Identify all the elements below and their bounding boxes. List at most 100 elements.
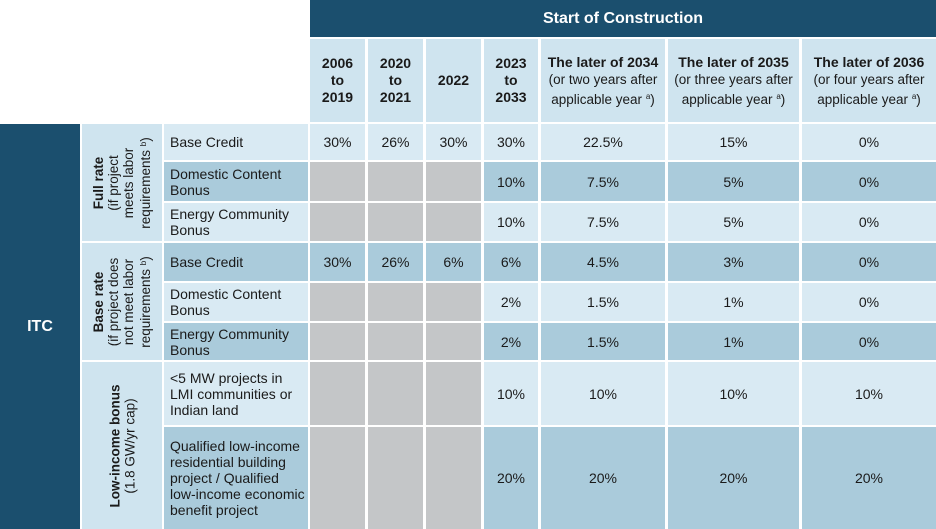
- table-cell-empty: [310, 283, 365, 321]
- column-header-later-2035: The later of 2035 (or three years after …: [668, 39, 799, 122]
- table-cell: 26%: [368, 124, 423, 160]
- table-cell: 10%: [668, 362, 799, 425]
- table-cell: 0%: [802, 323, 936, 360]
- group-label: Full rate (if project meets labor requir…: [91, 137, 153, 229]
- table-cell: 20%: [484, 427, 538, 529]
- row-label-text: Energy Community Bonus: [170, 206, 290, 238]
- group-sub: (1.8 GW/yr cap): [122, 397, 137, 494]
- group-title: Low-income bonus: [107, 384, 122, 507]
- footnote-marker: b: [139, 141, 149, 146]
- table-cell: 30%: [310, 243, 365, 281]
- col-title: The later of 2034: [547, 53, 659, 70]
- column-header-2006-2019: 2006 to 2019: [310, 39, 365, 122]
- row-label-text: Energy Community Bonus: [170, 325, 290, 358]
- table-cell: 6%: [426, 243, 481, 281]
- group-title: Full rate: [91, 156, 107, 209]
- table-cell: 0%: [802, 162, 936, 201]
- footnote-marker: a: [776, 91, 781, 101]
- table-cell: 30%: [484, 124, 538, 160]
- table-cell: 15%: [668, 124, 799, 160]
- row-label: Base Credit: [164, 243, 308, 281]
- group-sub: (if project: [106, 154, 122, 211]
- row-label: Domestic Content Bonus: [164, 283, 308, 321]
- start-of-construction-header: Start of Construction: [310, 0, 936, 37]
- group-sub-text: requirements: [138, 149, 154, 229]
- row-label-text: Domestic Content Bonus: [170, 165, 282, 198]
- table-cell: 20%: [668, 427, 799, 529]
- row-label: Base Credit: [164, 124, 308, 160]
- banner-label: Start of Construction: [543, 9, 703, 27]
- table-cell-empty: [310, 362, 365, 425]
- col-sub-close: ): [650, 91, 655, 107]
- table-cell-empty: [426, 203, 481, 241]
- col-line: 2020: [379, 55, 412, 71]
- col-line: 2023: [495, 55, 527, 71]
- table-cell: 10%: [802, 362, 936, 425]
- col-sub: applicable year a): [817, 88, 921, 108]
- col-line: to: [330, 72, 345, 88]
- row-label: <5 MW projects in LMI communities or Ind…: [164, 362, 308, 425]
- table-cell: 1.5%: [541, 283, 665, 321]
- col-line: to: [388, 72, 403, 88]
- col-line: to: [504, 72, 518, 88]
- col-sub-close: ): [780, 91, 786, 107]
- table-cell: 30%: [426, 124, 481, 160]
- group-low-income-bonus: Low-income bonus (1.8 GW/yr cap): [82, 362, 162, 529]
- group-sub-text: requirements: [138, 268, 154, 348]
- table-cell: 10%: [484, 162, 538, 201]
- col-line: 2006: [321, 55, 354, 71]
- col-line: 2022: [437, 72, 470, 88]
- column-header-2023-2033: 2023 to 2033: [484, 39, 538, 122]
- table-cell: 5%: [668, 203, 799, 241]
- table-cell-empty: [426, 283, 481, 321]
- table-cell-empty: [426, 162, 481, 201]
- table-cell: 3%: [668, 243, 799, 281]
- table-cell: 20%: [802, 427, 936, 529]
- table-cell: 1%: [668, 323, 799, 360]
- table-cell: 2%: [484, 283, 538, 321]
- col-sub: (or two years after: [548, 71, 658, 87]
- table-cell-empty: [310, 427, 365, 529]
- col-sub-text: applicable year: [817, 91, 909, 107]
- group-sub: requirements b): [136, 256, 153, 348]
- table-cell: 7.5%: [541, 162, 665, 201]
- group-label: Base rate (if project does not meet labo…: [91, 256, 153, 348]
- table-cell-empty: [310, 162, 365, 201]
- row-label-text: Domestic Content Bonus: [170, 286, 282, 318]
- table-cell: 0%: [802, 283, 936, 321]
- group-base-rate: Base rate (if project does not meet labo…: [82, 243, 162, 360]
- col-line: 2021: [379, 89, 412, 105]
- row-label: Qualified low-income residential buildin…: [164, 427, 308, 529]
- table-cell: 0%: [802, 243, 936, 281]
- table-cell: 10%: [484, 362, 538, 425]
- table-cell: 10%: [484, 203, 538, 241]
- table-cell: 22.5%: [541, 124, 665, 160]
- table-cell-empty: [368, 362, 423, 425]
- row-label-text: Base Credit: [170, 254, 244, 270]
- col-sub-text: applicable year: [681, 91, 773, 107]
- group-sub-close: ): [138, 255, 154, 261]
- itc-label: ITC: [27, 317, 53, 335]
- table-cell-empty: [310, 323, 365, 360]
- group-label: Low-income bonus (1.8 GW/yr cap): [107, 384, 137, 507]
- col-sub-close: ): [916, 91, 921, 107]
- table-cell-empty: [368, 203, 423, 241]
- col-line: 2033: [495, 89, 527, 105]
- table-cell: 1%: [668, 283, 799, 321]
- group-sub: requirements b): [136, 137, 153, 229]
- col-title: The later of 2035: [678, 53, 789, 70]
- table-cell-empty: [368, 283, 423, 321]
- footnote-marker: a: [645, 91, 651, 101]
- table-cell-empty: [368, 427, 423, 529]
- table-cell-empty: [426, 427, 481, 529]
- row-label: Energy Community Bonus: [164, 203, 308, 241]
- row-label-text: <5 MW projects in LMI communities or Ind…: [170, 369, 293, 418]
- table-cell: 4.5%: [541, 243, 665, 281]
- table-cell: 5%: [668, 162, 799, 201]
- table-cell: 6%: [484, 243, 538, 281]
- table-cell: 20%: [541, 427, 665, 529]
- row-label: Energy Community Bonus: [164, 323, 308, 360]
- col-line: 2019: [321, 89, 354, 105]
- col-title: The later of 2036: [813, 53, 925, 70]
- column-header-later-2036: The later of 2036 (or four years after a…: [802, 39, 936, 122]
